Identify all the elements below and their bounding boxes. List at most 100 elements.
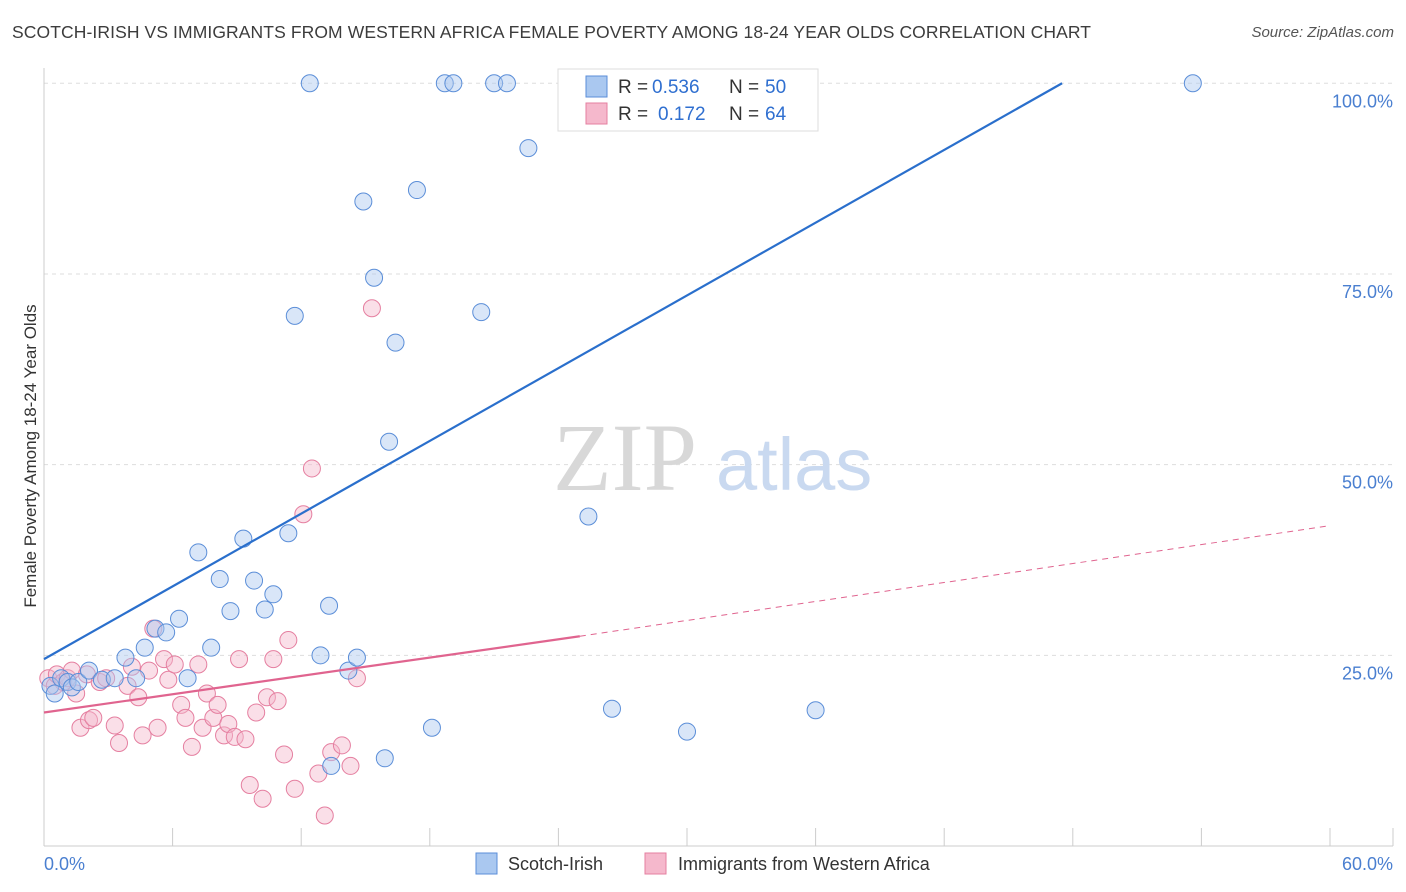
point-immigrants [275, 745, 294, 764]
point-scotch-irish [146, 619, 165, 638]
point-immigrants [133, 726, 152, 745]
legend-swatch-pink [585, 102, 608, 125]
point-scotch-irish [386, 333, 405, 352]
chart-title: SCOTCH-IRISH VS IMMIGRANTS FROM WESTERN … [12, 22, 1092, 42]
point-scotch-irish [322, 756, 341, 775]
point-scotch-irish [300, 74, 319, 93]
point-scotch-irish [189, 543, 208, 562]
point-scotch-irish [678, 722, 696, 741]
legend-bottom-label-blue: Scotch-Irish [508, 854, 603, 874]
point-scotch-irish [375, 749, 394, 768]
y-axis-label: Female Poverty Among 18-24 Year Olds [21, 304, 40, 607]
legend-bottom-label-pink: Immigrants from Western Africa [678, 854, 931, 874]
legend-bottom-swatch-blue [475, 852, 498, 875]
point-immigrants [225, 727, 244, 746]
watermark: ZIP atlas [553, 404, 872, 511]
point-scotch-irish [234, 529, 253, 548]
point-immigrants [105, 716, 124, 735]
point-scotch-irish [279, 524, 298, 543]
trend-line-scotch-irish [43, 82, 1063, 661]
point-scotch-irish [444, 74, 463, 93]
point-immigrants [165, 655, 184, 674]
legend-swatch-blue [585, 75, 608, 98]
point-scotch-irish [170, 609, 189, 628]
point-scotch-irish [80, 661, 99, 680]
point-immigrants [155, 650, 174, 669]
watermark-zip: ZIP [553, 404, 697, 511]
trend-lines [43, 82, 1331, 714]
point-immigrants [279, 631, 298, 650]
point-immigrants [39, 669, 58, 688]
point-scotch-irish [602, 699, 621, 718]
point-scotch-irish [422, 718, 441, 737]
point-immigrants [208, 695, 227, 714]
point-immigrants [159, 670, 178, 689]
point-scotch-irish [485, 74, 504, 93]
legend-r-value-blue: 0.536 [652, 77, 700, 98]
legend-n-value-blue: 50 [765, 77, 786, 98]
point-immigrants [110, 734, 129, 753]
trend-line-immigrants-extension [579, 525, 1331, 637]
point-immigrants [253, 789, 272, 808]
point-scotch-irish [264, 585, 283, 604]
legend-bottom: Scotch-Irish Immigrants from Western Afr… [475, 852, 931, 875]
series-immigrants-points [39, 299, 381, 825]
point-scotch-irish [497, 74, 516, 93]
legend-n-label-pink: N = [729, 104, 759, 125]
point-immigrants [247, 703, 266, 722]
point-scotch-irish [311, 646, 330, 665]
point-scotch-irish [202, 638, 221, 657]
point-immigrants [264, 650, 283, 669]
point-scotch-irish [354, 192, 373, 211]
axes [43, 68, 1394, 847]
point-immigrants [341, 756, 360, 775]
point-immigrants [230, 650, 249, 669]
point-scotch-irish [407, 181, 426, 200]
point-scotch-irish [116, 648, 135, 667]
y-tick-labels: 25.0% 50.0% 75.0% 100.0% [1332, 91, 1393, 683]
point-scotch-irish [255, 600, 274, 619]
x-tick-label-max: 60.0% [1342, 854, 1393, 874]
point-scotch-irish [347, 648, 366, 667]
legend-n-label-blue: N = [729, 77, 759, 98]
trend-line-immigrants [43, 635, 580, 714]
y-tick-label: 25.0% [1342, 663, 1393, 683]
point-immigrants [176, 708, 195, 727]
point-scotch-irish [45, 684, 64, 703]
point-scotch-irish [92, 670, 111, 689]
x-tick-labels: 0.0% 60.0% [44, 854, 1393, 874]
point-immigrants [302, 459, 321, 478]
point-immigrants [182, 737, 201, 756]
point-scotch-irish [69, 673, 88, 692]
point-immigrants [122, 657, 141, 676]
point-scotch-irish [519, 139, 538, 158]
gridlines [44, 82, 1393, 656]
y-tick-label: 100.0% [1332, 91, 1393, 111]
legend-r-value-pink: 0.172 [658, 104, 706, 125]
point-immigrants [236, 730, 255, 749]
legend-r-label-blue: R = [618, 77, 648, 98]
point-scotch-irish [806, 701, 825, 720]
chart-source: Source: ZipAtlas.com [1251, 24, 1394, 41]
point-scotch-irish [210, 570, 229, 589]
point-immigrants [268, 692, 287, 711]
point-immigrants [285, 779, 304, 798]
point-immigrants [84, 708, 103, 727]
point-immigrants [315, 806, 334, 825]
point-immigrants [148, 718, 167, 737]
x-tick-label-min: 0.0% [44, 854, 85, 874]
point-scotch-irish [365, 268, 384, 287]
point-immigrants [240, 775, 259, 794]
point-immigrants [322, 743, 341, 762]
y-tick-label: 50.0% [1342, 473, 1393, 493]
point-immigrants [189, 655, 208, 674]
point-scotch-irish [157, 623, 176, 642]
point-scotch-irish [320, 596, 339, 615]
y-tick-label: 75.0% [1342, 282, 1393, 302]
point-immigrants [257, 688, 276, 707]
point-scotch-irish [285, 306, 304, 325]
legend-top: R = 0.536 N = 50 R = 0.172 N = 64 [557, 68, 819, 132]
point-immigrants [332, 736, 351, 755]
point-scotch-irish [1183, 74, 1202, 93]
